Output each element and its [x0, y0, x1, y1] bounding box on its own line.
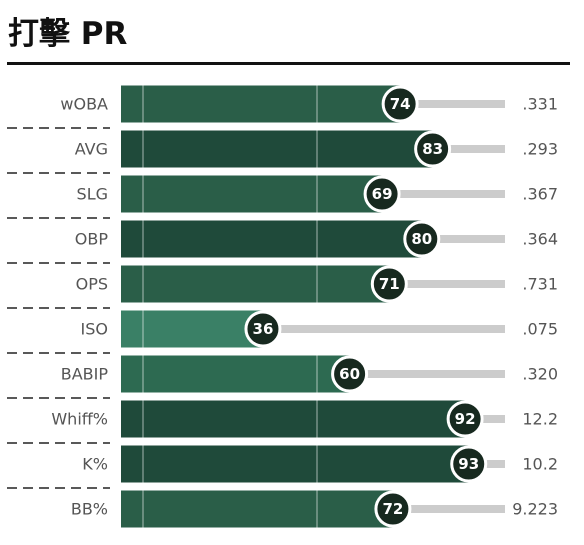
stat-label: .331: [522, 95, 558, 114]
bar: [121, 445, 469, 483]
percentile-label: 74: [390, 95, 411, 113]
bar: [121, 310, 263, 348]
percentile-label: 83: [422, 140, 443, 158]
percentile-badge: [244, 310, 282, 348]
stat-label: .320: [522, 365, 558, 384]
percentile-badge: [331, 355, 369, 393]
category-label: BABIP: [61, 365, 109, 384]
percentile-label: 71: [379, 275, 400, 293]
bar: [121, 85, 401, 123]
percentile-badge: [381, 85, 419, 123]
percentile-badge: [374, 490, 412, 528]
category-label: AVG: [75, 140, 108, 159]
percentile-label: 60: [339, 365, 360, 383]
stat-label: .367: [522, 185, 558, 204]
stat-label: 10.2: [522, 455, 558, 474]
percentile-label: 93: [458, 455, 479, 473]
category-label: Whiff%: [51, 410, 108, 429]
bar: [121, 130, 433, 168]
bar: [121, 265, 390, 303]
stat-label: .075: [522, 320, 558, 339]
stat-label: .364: [522, 230, 558, 249]
chart-title: 打擊 PR: [8, 16, 128, 52]
percentile-badge: [370, 265, 408, 303]
category-label: wOBA: [60, 95, 108, 114]
bar: [121, 175, 383, 213]
percentile-badge: [363, 175, 401, 213]
percentile-badge: [450, 445, 488, 483]
stat-label: .731: [522, 275, 558, 294]
category-label: K%: [82, 455, 108, 474]
percentile-label: 92: [455, 410, 476, 428]
stat-label: .293: [522, 140, 558, 159]
category-label: ISO: [81, 320, 108, 339]
bar: [121, 355, 350, 393]
category-label: BB%: [71, 500, 108, 519]
bar: [121, 220, 422, 258]
category-label: OPS: [76, 275, 108, 294]
stat-label: 9.223: [512, 500, 558, 519]
percentile-label: 36: [253, 320, 274, 338]
bar: [121, 400, 466, 438]
title-rule: [7, 62, 570, 65]
percentile-badge: [403, 220, 441, 258]
percentile-badge: [414, 130, 452, 168]
percentile-label: 80: [411, 230, 432, 248]
percentile-badge: [446, 400, 484, 438]
category-label: OBP: [75, 230, 109, 249]
percentile-label: 72: [382, 500, 403, 518]
stat-label: 12.2: [522, 410, 558, 429]
bar: [121, 490, 393, 528]
percentile-label: 69: [372, 185, 393, 203]
category-label: SLG: [77, 185, 108, 204]
